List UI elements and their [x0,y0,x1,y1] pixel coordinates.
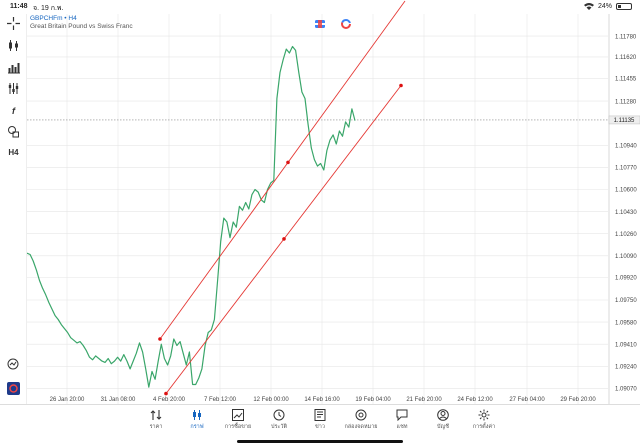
battery-icon [616,2,632,10]
chat-icon [396,409,408,421]
y-tick-label: 1.10770 [615,166,637,172]
timeframe-label: H4 [8,148,19,157]
function-icon[interactable]: f [6,103,21,118]
symbol-separator: • [62,15,69,22]
y-tick-label: 1.10600 [615,188,637,194]
price-series [26,45,356,388]
crosshair-icon[interactable] [6,16,21,31]
volume-bars-icon[interactable] [6,60,21,75]
broker-logo-icon[interactable] [6,381,21,396]
x-tick-label: 26 Jan 20:00 [50,397,85,403]
tab-trade[interactable]: การซื้อขาย [220,409,256,431]
y-tick-label: 1.09410 [615,342,637,348]
y-tick-label: 1.09580 [615,320,637,326]
y-tick-label: 1.10090 [615,254,637,260]
status-time: 11:48 [10,3,28,10]
channel-handle-upper-start [158,337,162,341]
x-tick-label: 4 Feb 20:00 [153,397,186,403]
drawing-toolbar: f H4 [0,14,27,404]
x-axis: 26 Jan 20:00 31 Jan 08:00 4 Feb 20:00 7 Feb… [50,397,597,403]
wifi-icon [583,3,594,10]
symbol-info[interactable]: GBPCHFm • H4 Great Britain Pound vs Swis… [30,15,133,30]
current-price-line: 1.11135 [27,115,640,125]
price-series-line [26,45,356,388]
tab-label: การซื้อขาย [224,424,252,430]
x-tick-label: 29 Feb 20:00 [560,397,596,403]
chart-grid [27,14,608,404]
channel-line-upper [159,0,406,340]
y-tick-label: 1.11280 [615,99,637,105]
news-icon [314,409,326,421]
account-icon [437,409,449,421]
y-tick-label: 1.10430 [615,210,637,216]
tab-mailbox[interactable]: กล่องจดหมาย [343,409,379,431]
x-tick-label: 12 Feb 00:00 [253,397,289,403]
zoom-icon[interactable] [6,357,21,372]
x-tick-label: 7 Feb 12:00 [204,397,237,403]
symbol-timeframe: H4 [68,15,77,22]
y-tick-label: 1.09750 [615,298,637,304]
y-tick-label: 1.10260 [615,232,637,238]
tab-chat[interactable]: แชท [384,409,420,431]
status-date: จ. 19 ก.พ. [33,5,64,12]
history-icon [273,409,285,421]
x-tick-label: 31 Jan 08:00 [101,397,136,403]
tab-chart[interactable]: กราฟ [179,409,215,431]
tab-history[interactable]: ประวัติ [261,409,297,431]
current-price-marker [608,115,640,125]
battery-percent: 24% [597,2,612,10]
tab-label: แชท [396,424,408,430]
status-bar: 11:48 จ. 19 ก.พ. 24% [0,0,640,14]
tab-label: ราคา [149,424,163,430]
tab-label: การตั้งค่า [472,424,496,430]
function-icon-text: f [12,105,15,116]
y-tick-label: 1.11780 [615,34,637,40]
shapes-icon[interactable] [6,124,21,139]
y-tick-label: 1.10940 [615,144,637,150]
tab-label: บัญชี [437,424,449,430]
refresh-icon[interactable] [341,19,351,29]
symbol-code: GBPCHFm [30,15,63,22]
tab-quotes[interactable]: ราคา [138,409,174,431]
x-tick-label: 14 Feb 16:00 [304,397,340,403]
tab-account[interactable]: บัญชี [425,409,461,431]
tab-label: ข่าว [315,424,325,430]
price-chart[interactable]: 1.11780 1.11620 1.11455 1.11280 1.10940 1.107… [0,0,640,404]
y-tick-label: 1.11620 [615,55,637,61]
mailbox-icon [355,409,367,421]
home-indicator [237,440,403,443]
tab-label: กราฟ [190,424,204,430]
channel-handle-upper-mid [286,160,290,165]
tab-news[interactable]: ข่าว [302,409,338,431]
settings-icon [478,409,490,421]
channel-lines [158,0,406,396]
y-tick-label: 1.11455 [615,77,637,83]
quotes-icon [150,410,162,420]
chart-icon [193,410,201,420]
channel-handle-lower-end [399,83,403,88]
trade-icon [232,409,244,421]
current-price-label: 1.11135 [614,118,635,124]
x-tick-label: 24 Feb 12:00 [457,397,493,403]
flag-icon[interactable] [315,20,325,28]
channel-handle-lower-mid [282,237,286,241]
channel-handle-lower-start [164,391,168,396]
timeframe-icon[interactable]: H4 [6,145,21,160]
x-tick-label: 21 Feb 20:00 [406,397,442,403]
tab-settings[interactable]: การตั้งค่า [466,409,502,431]
chart-top-icons [315,19,351,29]
candles-icon[interactable] [6,38,21,53]
status-right: 24% [583,2,632,10]
y-tick-label: 1.09920 [615,275,637,281]
tab-label: กล่องจดหมาย [344,424,378,430]
y-tick-label: 1.09240 [615,365,637,371]
x-tick-label: 27 Feb 04:00 [509,397,545,403]
y-axis: 1.11780 1.11620 1.11455 1.11280 1.10940 1.107… [608,14,637,404]
symbol-description: Great Britain Pound vs Swiss Franc [30,23,133,30]
indicator-sliders-icon[interactable] [6,81,21,96]
tab-label: ประวัติ [270,424,288,430]
y-tick-label: 1.09070 [615,387,637,393]
x-tick-label: 19 Feb 04:00 [355,397,391,403]
